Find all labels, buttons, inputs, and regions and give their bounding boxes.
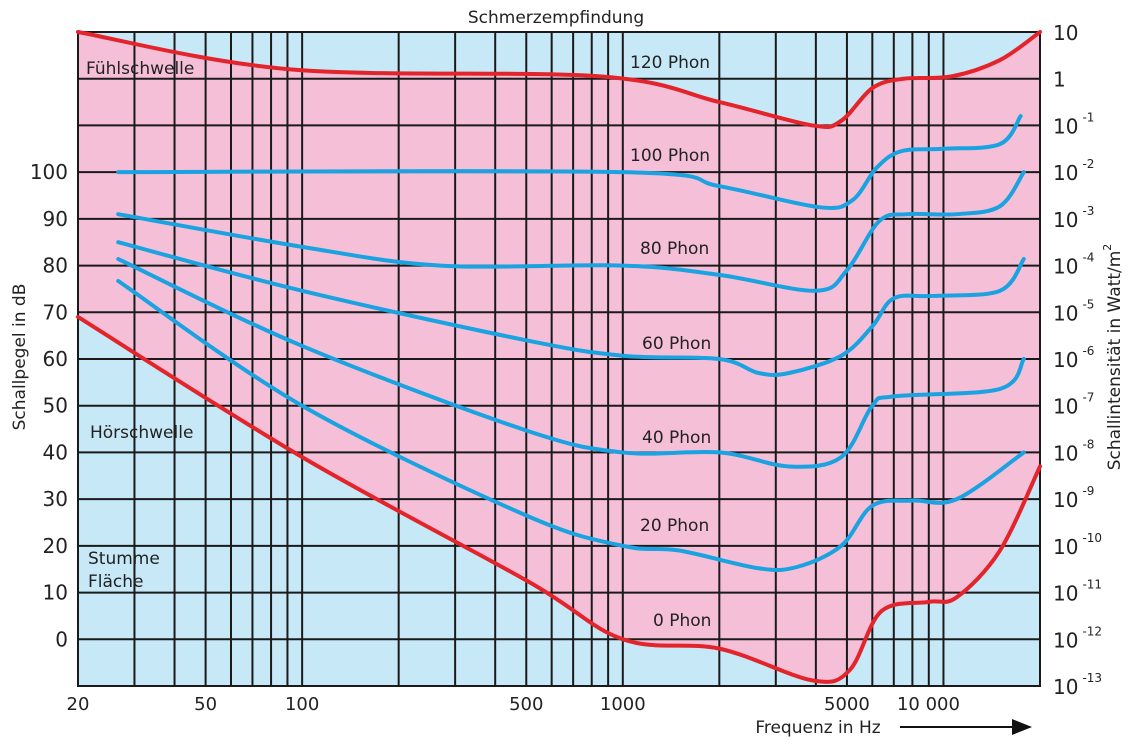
- y2-axis-title: Schallintensität in Watt/m2: [1101, 244, 1125, 471]
- y2-tick-exponent: -13: [1082, 671, 1102, 685]
- curve-40-phon: [116, 257, 1026, 469]
- annotation-fläche: Fläche: [88, 572, 144, 592]
- y2-tick-label: 10 -7: [1053, 391, 1094, 419]
- annotation-120-phon: 120 Phon: [630, 53, 710, 73]
- y2-axis-title-superscript: 2: [1101, 244, 1114, 251]
- y2-tick-exponent: -6: [1082, 344, 1094, 358]
- plot-frame: [77, 31, 1041, 687]
- y-tick-label: 50: [43, 394, 68, 418]
- y2-tick-label: 1: [1053, 68, 1066, 92]
- y2-tick-label: 10 -1: [1053, 110, 1094, 138]
- annotation-40-phon: 40 Phon: [642, 428, 711, 448]
- y2-tick-label: 10 -8: [1053, 437, 1094, 465]
- y2-tick-label: 10 -12: [1053, 624, 1102, 652]
- curve-60-phon: [116, 240, 1026, 377]
- y2-tick-exponent: -12: [1082, 624, 1102, 638]
- y2-tick-exponent: -7: [1082, 391, 1094, 405]
- curve-20-phon: [116, 278, 1026, 573]
- annotation-hörschwelle: Hörschwelle: [90, 423, 193, 443]
- y2-tick-label: 10 -5: [1053, 297, 1094, 325]
- y2-tick-label: 10 -2: [1053, 157, 1094, 185]
- x-tick-label: 50: [194, 694, 217, 715]
- x-tick-label: 5000: [824, 694, 870, 715]
- x-tick-label: 20: [67, 694, 90, 715]
- curve-100-phon: [116, 114, 1023, 210]
- annotation-60-phon: 60 Phon: [642, 334, 711, 354]
- annotation-80-phon: 80 Phon: [640, 239, 709, 259]
- x-tick-label: 500: [509, 694, 543, 715]
- y2-tick-exponent: -11: [1082, 578, 1102, 592]
- y-tick-label: 30: [43, 487, 68, 511]
- x-tick-label: 1000: [600, 694, 646, 715]
- annotation-100-phon: 100 Phon: [630, 146, 710, 166]
- y-tick-label: 70: [43, 300, 68, 324]
- y2-tick-label: 10 -3: [1053, 204, 1094, 232]
- x-axis-title: Frequenz in Hz: [755, 718, 880, 738]
- y-tick-label: 80: [43, 254, 68, 278]
- y2-tick-label: 10 -13: [1053, 671, 1102, 699]
- chart-title: Schmerzempfindung: [468, 8, 644, 28]
- annotation-20-phon: 20 Phon: [640, 516, 709, 536]
- curve-120-phon: [76, 30, 1042, 129]
- y-tick-label: 60: [43, 347, 68, 371]
- y2-tick-label: 10 -6: [1053, 344, 1094, 372]
- y-tick-label: 20: [43, 534, 68, 558]
- y2-tick-exponent: -1: [1082, 110, 1094, 124]
- y2-tick-exponent: -5: [1082, 297, 1094, 311]
- y-tick-label: 40: [43, 440, 68, 464]
- y2-tick-exponent: -2: [1082, 157, 1094, 171]
- x-tick-label: 100: [285, 694, 319, 715]
- y2-tick-exponent: -9: [1082, 484, 1094, 498]
- y2-tick-label: 10 -4: [1053, 251, 1094, 279]
- y2-tick-exponent: -10: [1082, 531, 1102, 545]
- audible-area: [78, 32, 1040, 682]
- y2-tick-label: 10 -9: [1053, 484, 1094, 512]
- y2-tick-exponent: -3: [1082, 204, 1094, 218]
- curve-80-phon: [116, 170, 1026, 293]
- y-tick-label: 90: [43, 207, 68, 231]
- y-tick-label: 10: [43, 581, 68, 605]
- annotation-0-phon: 0 Phon: [653, 611, 711, 631]
- y2-tick-label: 10 -11: [1053, 578, 1102, 606]
- y-tick-label: 100: [30, 160, 68, 184]
- y2-tick-exponent: -4: [1082, 251, 1094, 265]
- y2-tick-exponent: -8: [1082, 437, 1094, 451]
- x-tick-label: 10 000: [897, 694, 960, 715]
- y-tick-label: 0: [55, 627, 68, 651]
- annotation-stumme: Stumme: [88, 549, 160, 569]
- y2-tick-label: 10: [1053, 21, 1078, 45]
- y-axis-title: Schallpegel in dB: [10, 284, 30, 431]
- annotation-fühlschwelle: Fühlschwelle: [86, 59, 194, 79]
- curve-0-phon: [76, 314, 1042, 684]
- y2-tick-label: 10 -10: [1053, 531, 1102, 559]
